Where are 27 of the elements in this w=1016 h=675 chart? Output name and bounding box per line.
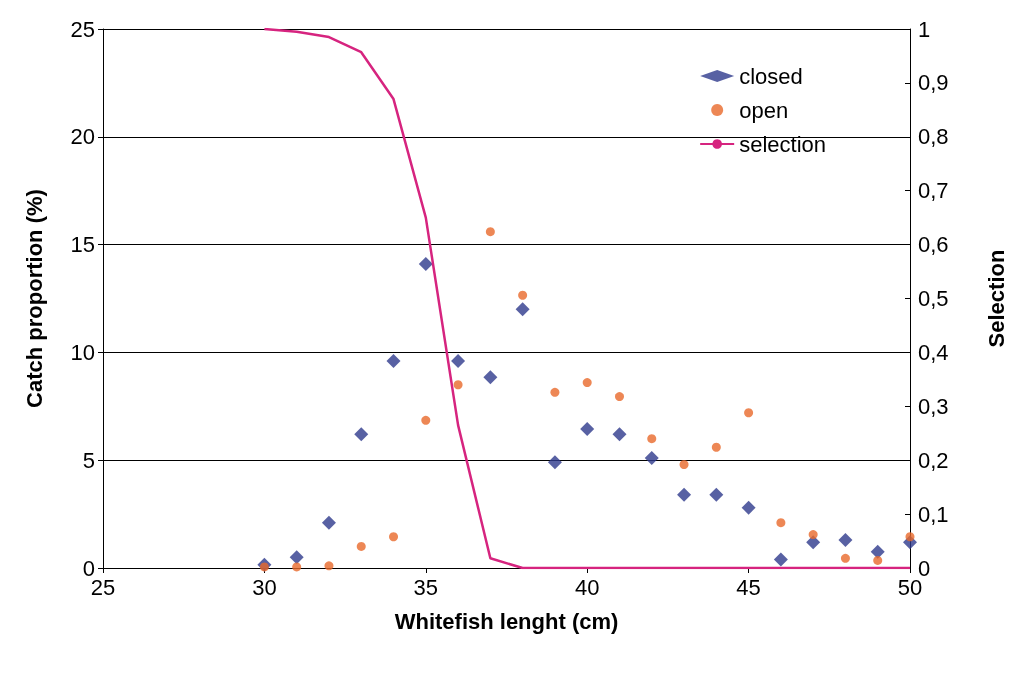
y2-tick-label: 0,1 [918, 501, 949, 527]
y-tick-label: 0 [82, 555, 95, 581]
y2-tick-label: 1 [918, 16, 931, 42]
x-tick-label: 45 [736, 574, 761, 600]
y2-tick-label: 0,9 [918, 70, 949, 96]
x-tick-label: 35 [413, 574, 439, 600]
y-tick-label: 20 [70, 124, 95, 150]
x-tick-label: 40 [574, 574, 600, 600]
x-tick-label: 30 [252, 574, 277, 600]
y-tick-label: 5 [82, 447, 95, 473]
y-tick-label: 10 [70, 339, 95, 365]
y2-tick-label: 0 [918, 555, 931, 581]
y2-tick-label: 0,5 [918, 286, 949, 311]
x-axis-title: Whitefish lenght (cm) [394, 608, 619, 634]
y2-tick-label: 0,2 [918, 447, 949, 473]
y2-axis-title: Selection [983, 249, 1009, 348]
legend-label: selection [739, 131, 827, 157]
legend-label: closed [739, 63, 803, 89]
y2-tick-label: 0,7 [918, 178, 949, 204]
y2-tick-label: 0,3 [918, 393, 949, 419]
y2-tick-label: 0,4 [918, 339, 949, 365]
legend-label: open [739, 97, 789, 123]
y-tick-label: 25 [70, 16, 95, 42]
y2-tick-label: 0,6 [918, 232, 949, 258]
y-axis-title: Catch proportion (%) [21, 189, 47, 408]
y2-tick-label: 0,8 [918, 124, 949, 150]
y-tick-label: 15 [70, 232, 95, 258]
